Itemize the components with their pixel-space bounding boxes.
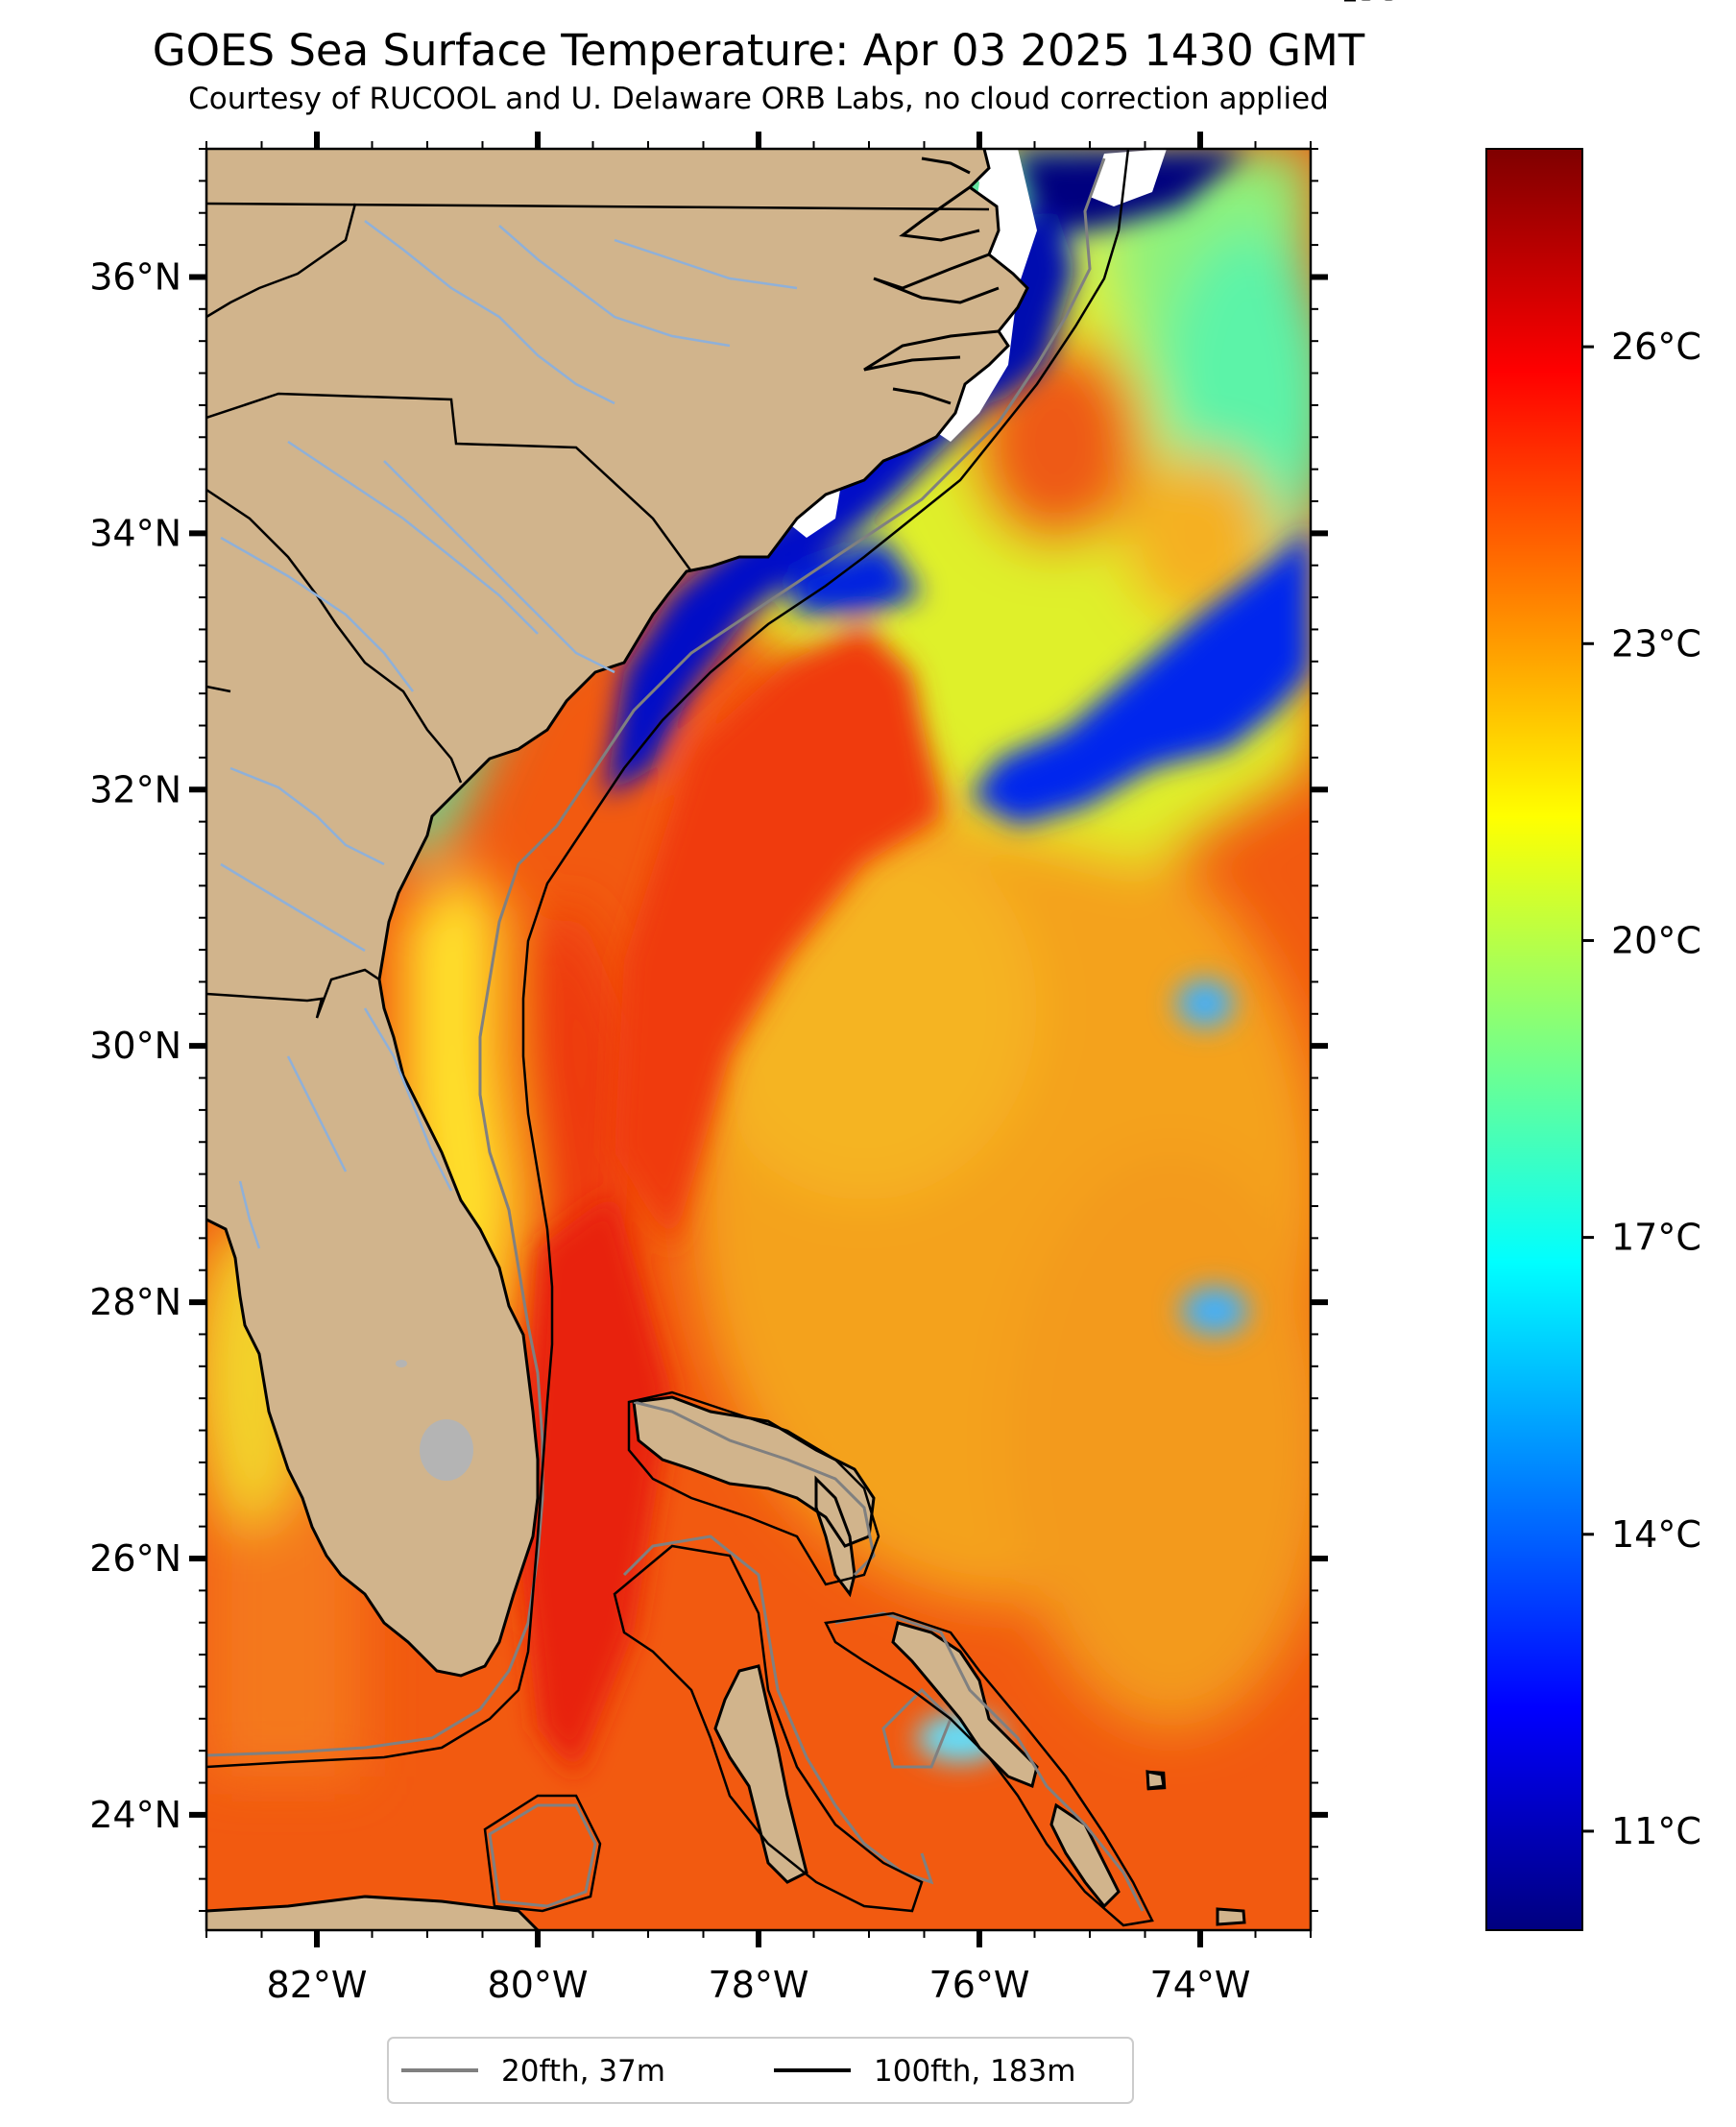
colorbar-celsius-label: 20°C	[1611, 919, 1701, 961]
isobath-100fth	[206, 149, 1167, 1927]
lake-okeechobee	[420, 1419, 473, 1481]
lon-tick-label: 82°W	[267, 1964, 368, 2006]
border-nc-sc	[206, 392, 693, 572]
legend-label-20fth: 20fth, 37m	[501, 2054, 665, 2089]
rivers	[220, 220, 798, 1249]
border-nc-tn	[206, 203, 357, 319]
colorbar-celsius-ticks: 11°C 14°C 17°C 20°C 23°C 26°C	[1582, 326, 1701, 1852]
colorbar	[1485, 148, 1583, 1931]
border-al-ga	[206, 685, 231, 693]
lake-small	[396, 1360, 407, 1367]
land-exuma	[1051, 1805, 1119, 1906]
colorbar-celsius-label: 14°C	[1611, 1513, 1701, 1556]
coastlines	[206, 149, 1246, 1930]
colorbar-fahrenheit-label: 63°F	[1356, 0, 1441, 9]
land	[206, 149, 1244, 1930]
land-eleuthera	[893, 1623, 1037, 1786]
colorbar-celsius-label: 23°C	[1611, 622, 1701, 665]
colorbar-fahrenheit-label: 51°F	[1356, 0, 1441, 9]
colorbar-fahrenheit-label: 57°F	[1356, 0, 1441, 9]
land-cuba-coast	[206, 1897, 538, 1930]
colorbar-fahrenheit-ticks: 51°F57°F63°F69°F75°F81°F	[1344, 0, 1441, 9]
lat-tick-label: 36°N	[89, 255, 181, 298]
colorbar-fahrenheit-label: 69°F	[1356, 0, 1441, 9]
map-panel[interactable]	[192, 149, 1335, 1930]
lat-tick-label: 24°N	[89, 1794, 181, 1836]
colorbar-fahrenheit-label: 75°F	[1356, 0, 1441, 9]
colorbar-gradient	[1485, 148, 1583, 1931]
land-andros	[715, 1666, 807, 1882]
lat-tick-label: 30°N	[89, 1025, 181, 1067]
legend: 20fth, 37m 100fth, 183m	[387, 2037, 1134, 2104]
land-abaco	[816, 1479, 855, 1594]
map-axis-labels: 82°W 80°W 78°W 76°W 74°W 24°N 26°N 28°N 30°N 32°N…	[89, 255, 1250, 2006]
lon-tick-label: 76°W	[929, 1964, 1030, 2006]
colorbar-celsius-label: 26°C	[1611, 326, 1701, 368]
map-axis-ticks	[189, 132, 1328, 1947]
border-ga-fl	[206, 968, 380, 1019]
land-small-cay-2	[1218, 1909, 1244, 1924]
legend-box	[387, 2037, 1134, 2104]
border-sc-ga	[206, 488, 463, 784]
legend-label-100fth: 100fth, 183m	[874, 2054, 1075, 2089]
lat-tick-label: 26°N	[89, 1537, 181, 1580]
map-subtitle: Courtesy of RUCOOL and U. Delaware ORB L…	[188, 82, 1329, 116]
colorbar-celsius-label: 11°C	[1611, 1810, 1701, 1852]
colorbar-celsius-label: 17°C	[1611, 1217, 1701, 1259]
map-title: GOES Sea Surface Temperature: Apr 03 202…	[153, 25, 1365, 76]
land-small-cay-1	[1147, 1772, 1164, 1788]
border-va-nc	[206, 202, 990, 211]
lat-tick-label: 32°N	[89, 768, 181, 810]
lat-tick-label: 34°N	[89, 512, 181, 554]
land-mainland	[206, 149, 1027, 1676]
lat-tick-label: 28°N	[89, 1281, 181, 1323]
lon-tick-label: 80°W	[488, 1964, 589, 2006]
lon-tick-label: 78°W	[709, 1964, 809, 2006]
colorbar-fahrenheit-label: 81°F	[1356, 0, 1441, 9]
lon-tick-label: 74°W	[1150, 1964, 1251, 2006]
state-borders	[206, 202, 990, 1019]
